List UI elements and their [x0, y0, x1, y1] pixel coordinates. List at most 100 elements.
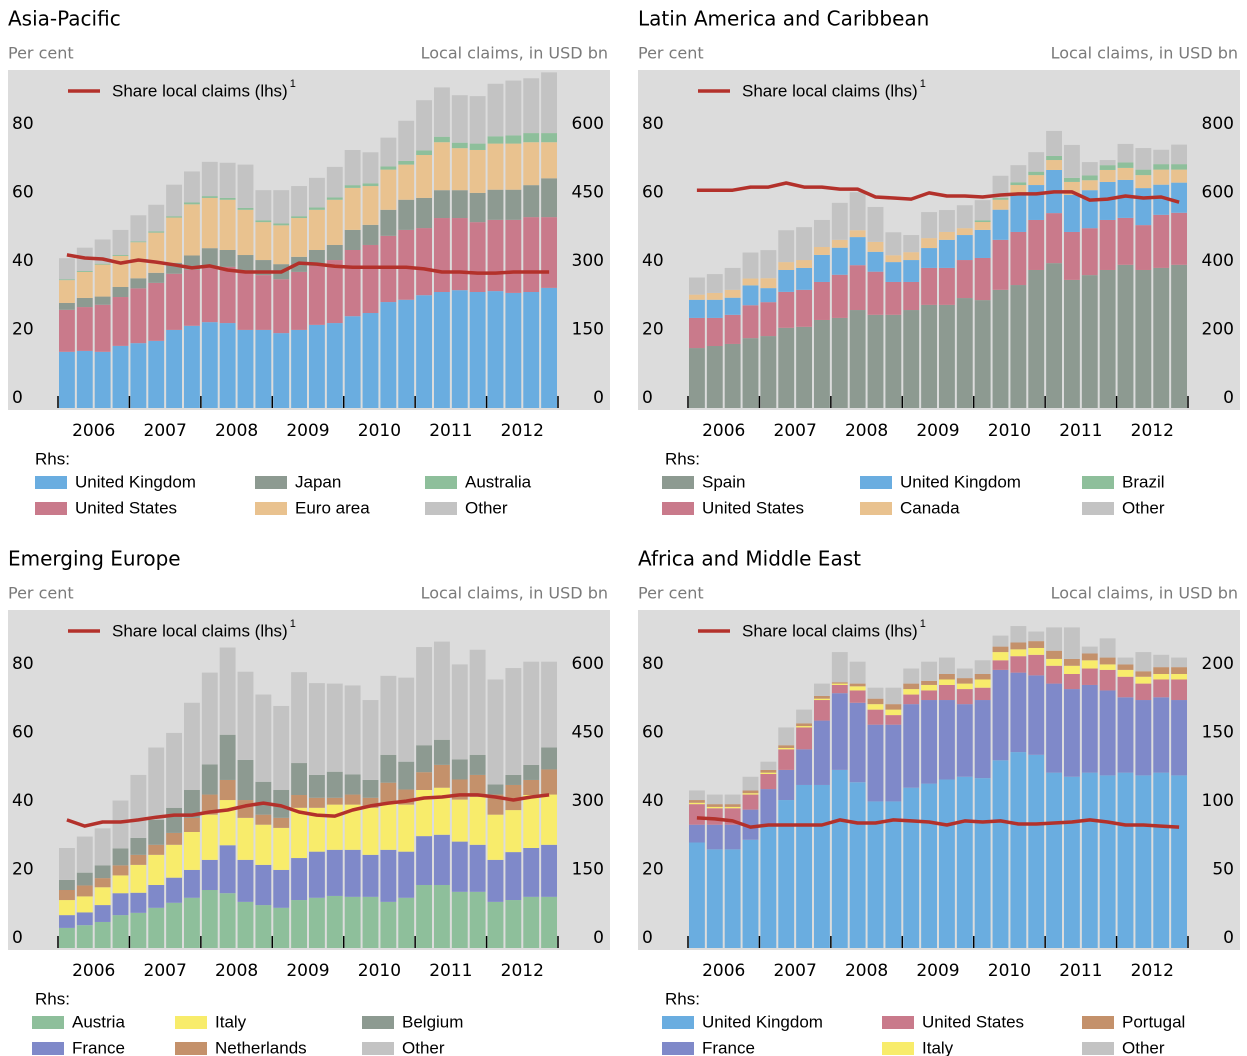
bar-segment: [184, 789, 200, 818]
bar-segment: [1064, 231, 1080, 280]
right-axis-label: Local claims, in USD bn: [421, 44, 608, 63]
bar-segment: [1153, 772, 1170, 948]
bar-segment: [184, 832, 200, 870]
bar-segment: [724, 267, 741, 290]
bar-segment: [1117, 179, 1134, 218]
y2-tick-label: 200: [1202, 654, 1234, 674]
bar-segment: [689, 299, 705, 318]
bar-segment: [487, 143, 504, 190]
x-tick-label: 2009: [916, 961, 959, 981]
y2-tick-label: 600: [572, 114, 604, 134]
bar-segment: [796, 289, 812, 327]
bar-segment: [76, 350, 93, 408]
bar-segment: [921, 684, 937, 691]
bar-segment: [219, 893, 236, 948]
bar-segment: [59, 847, 75, 880]
bar-segment: [1046, 683, 1062, 773]
bar-segment: [505, 189, 522, 220]
y-tick-label: 80: [12, 114, 34, 134]
bar-segment: [814, 254, 830, 282]
bar-segment: [867, 241, 884, 252]
bar-segment: [505, 784, 522, 811]
bar-segment: [1046, 772, 1062, 948]
panel: Africa and Middle East Per cent Local clai…: [638, 547, 1240, 1056]
bar-segment: [1099, 165, 1116, 170]
bar-segment: [273, 869, 290, 908]
bar-segment: [724, 824, 741, 850]
legend-swatch: [255, 502, 287, 515]
bar-segment: [291, 763, 307, 796]
bar-segment: [130, 854, 147, 865]
bar-segment: [849, 237, 866, 266]
bar-segment: [689, 790, 705, 801]
bar-segment: [939, 674, 955, 680]
bar-segment: [76, 872, 93, 886]
bar-segment: [724, 343, 741, 408]
bar-segment: [992, 669, 1009, 761]
bar-segment: [166, 844, 182, 878]
bar-segment: [1135, 188, 1152, 226]
bar-segment: [849, 782, 866, 948]
x-tick-label: 2012: [1131, 961, 1174, 981]
bar-segment: [237, 255, 254, 273]
bar-segment: [1081, 228, 1098, 276]
bar-segment: [1171, 264, 1187, 408]
bar-segment: [1028, 219, 1045, 270]
bar-segment: [434, 218, 450, 293]
x-tick-label: 2009: [286, 421, 329, 441]
legend-swatch: [35, 476, 67, 489]
bar-segment: [451, 664, 468, 760]
x-tick-label: 2007: [774, 421, 817, 441]
bar-segment: [885, 724, 902, 802]
bar-segment: [59, 279, 75, 281]
y2-tick-label: 200: [1202, 320, 1234, 340]
bar-segment: [689, 802, 705, 805]
y2-tick-label: 50: [1212, 860, 1234, 880]
bar-segment: [706, 824, 723, 850]
bar-segment: [380, 209, 397, 236]
bar-segment: [992, 239, 1009, 290]
bar-segment: [362, 779, 379, 798]
bar-segment: [326, 683, 343, 772]
y-tick-label: 80: [642, 654, 664, 674]
bar-segment: [1028, 269, 1045, 408]
x-tick-label: 2010: [988, 421, 1031, 441]
bar-segment: [867, 206, 884, 242]
bar-segment: [291, 216, 307, 219]
bar-segment: [1028, 631, 1045, 642]
legend-swatch: [662, 1042, 694, 1055]
bar-segment: [974, 229, 991, 258]
bar-segment: [505, 900, 522, 948]
bar-segment: [291, 186, 307, 217]
bar-segment: [1099, 775, 1116, 948]
bar-segment: [903, 683, 920, 690]
bar-segment: [201, 672, 218, 765]
bar-segment: [1081, 275, 1098, 408]
y2-tick-label: 300: [572, 251, 604, 271]
panel-title: Latin America and Caribbean: [638, 7, 929, 31]
bar-segment: [255, 220, 272, 223]
bar-segment: [921, 304, 937, 408]
bar-segment: [778, 800, 795, 948]
bar-segment: [434, 884, 450, 948]
bar-segment: [1117, 143, 1134, 163]
legend-title: Rhs:: [35, 989, 70, 1008]
bar-segment: [148, 340, 165, 408]
bar-segment: [326, 849, 343, 896]
bar-segment: [434, 641, 450, 740]
legend-swatch: [255, 476, 287, 489]
bar-segment: [1081, 653, 1098, 661]
bar-segment: [742, 285, 759, 306]
x-tick-label: 2011: [1059, 421, 1102, 441]
bar-segment: [1171, 169, 1187, 183]
footnote-marker: 1: [290, 618, 296, 630]
bar-segment: [1135, 269, 1152, 408]
bar-segment: [291, 672, 307, 764]
bar-segment: [974, 300, 991, 408]
bar-segment: [487, 784, 504, 795]
bar-segment: [291, 900, 307, 948]
footnote-marker: 1: [920, 78, 926, 90]
bar-segment: [814, 700, 830, 721]
bar-segment: [1171, 182, 1187, 213]
x-tick-label: 2010: [358, 421, 401, 441]
